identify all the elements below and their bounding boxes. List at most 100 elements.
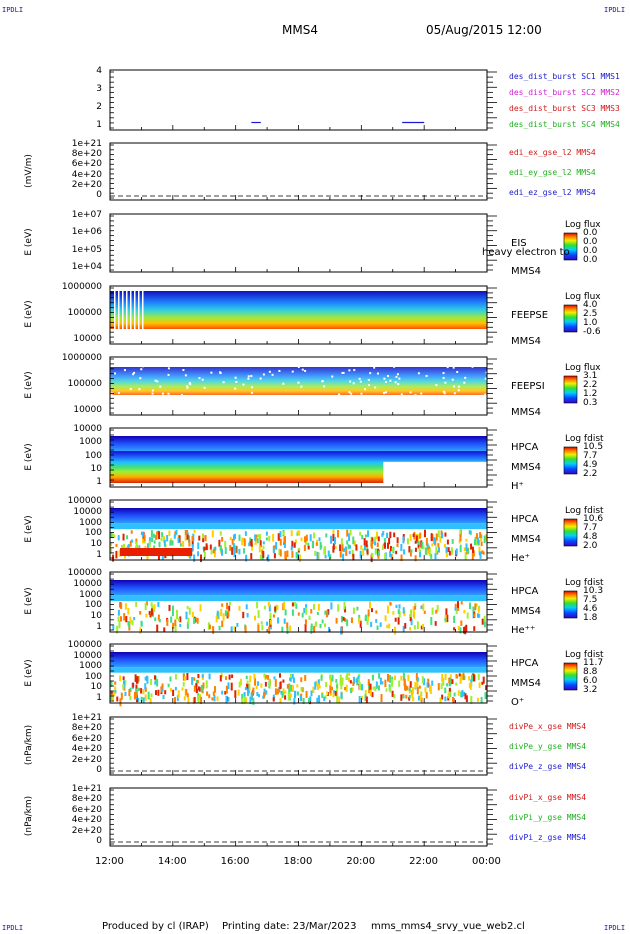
hpca_o-sparse-pixel xyxy=(461,690,464,698)
hpca_hepp-sparse-pixel xyxy=(366,619,369,625)
hpca_he-sparse-pixel xyxy=(238,534,241,541)
feepsi-noise-pixel xyxy=(358,377,361,380)
hpca_o-sparse-pixel xyxy=(372,686,375,690)
hpca_o-sparse-pixel xyxy=(349,680,352,684)
hpca_he-sparse-pixel xyxy=(284,551,287,560)
y-tick-label: 1000 xyxy=(79,589,102,600)
feepsi-noise-pixel xyxy=(471,365,474,368)
hpca_o-sparse-pixel xyxy=(202,682,205,689)
hpca_he-sparse-pixel xyxy=(244,531,247,536)
hpca_he-sparse-pixel xyxy=(258,545,261,553)
hpca_he-sparse-pixel xyxy=(323,547,326,555)
hpca_o-sparse-pixel xyxy=(429,685,432,691)
y-axis-label: E (eV) xyxy=(24,515,34,543)
hpca_he-sparse-pixel xyxy=(348,545,351,549)
hpca_he-sparse-pixel xyxy=(173,534,176,539)
hpca_o-sparse-pixel xyxy=(470,674,473,682)
hpca_hepp-sparse-pixel xyxy=(179,616,182,623)
x-tick-label: 22:00 xyxy=(409,856,438,867)
hpca_hepp-sparse-pixel xyxy=(340,627,343,635)
hpca_o-sparse-pixel xyxy=(368,688,371,694)
hpca_he-sparse-pixel xyxy=(420,540,423,548)
hpca_he-sparse-pixel xyxy=(475,540,478,546)
hpca_o-sparse-pixel xyxy=(381,681,384,685)
hpca_hepp-sparse-pixel xyxy=(176,612,179,620)
hpca_hepp-sparse-pixel xyxy=(304,623,307,632)
hpca_o-sparse-pixel xyxy=(462,672,465,680)
hpca_o-sparse-pixel xyxy=(394,675,397,681)
hpca_he-sparse-pixel xyxy=(409,550,412,557)
hpca_o-sparse-pixel xyxy=(241,697,244,705)
hpca_o-sparse-pixel xyxy=(468,682,471,689)
footer-printing-date: Printing date: 23/Mar/2023 xyxy=(222,921,357,932)
hpca_hepp-sparse-pixel xyxy=(226,602,229,610)
hpca_hepp-sparse-pixel xyxy=(305,604,308,608)
hpca_he-sparse-pixel xyxy=(179,543,182,547)
hpca_he-sparse-pixel xyxy=(248,542,251,547)
hpca_hepp-sparse-pixel xyxy=(117,616,120,622)
hpca_he-sparse-pixel xyxy=(188,535,191,543)
hpca_he-sparse-pixel xyxy=(249,537,252,543)
hpca_he-sparse-pixel xyxy=(259,540,262,548)
legend-entry: edi_ez_gse_l2 MMS4 xyxy=(509,188,596,197)
hpca_o-sparse-pixel xyxy=(429,689,432,694)
hpca_o-sparse-pixel xyxy=(255,685,258,690)
hpca_hepp-sparse-pixel xyxy=(402,607,405,614)
hpca_he-sparse-pixel xyxy=(224,540,227,548)
hpca_he-sparse-pixel xyxy=(324,554,327,559)
feepsi-noise-pixel xyxy=(348,369,351,372)
hpca_he-sparse-pixel xyxy=(482,551,485,555)
hpca_he-sparse-pixel xyxy=(478,546,481,552)
hpca_hepp-sparse-pixel xyxy=(274,606,277,612)
hpca_he-sparse-pixel xyxy=(168,530,171,536)
hpca_he-sparse-pixel xyxy=(374,536,377,542)
hpca_he-sparse-pixel xyxy=(388,537,391,545)
hpca_o-sparse-pixel xyxy=(440,683,443,689)
colorbar-tick-label: 2.2 xyxy=(583,469,598,479)
hpca_he-sparse-pixel xyxy=(418,535,421,539)
hpca_hepp-sparse-pixel xyxy=(435,609,438,614)
hpca_o-sparse-pixel xyxy=(282,679,285,683)
hpca_o-sparse-pixel xyxy=(122,676,125,681)
hpca_o-sparse-pixel xyxy=(444,673,447,680)
hpca_hepp-sparse-pixel xyxy=(455,610,458,615)
hpca_o-sparse-pixel xyxy=(358,673,361,678)
hpca_he-sparse-pixel xyxy=(148,540,151,548)
hpca_he-sparse-pixel xyxy=(290,546,293,551)
hpca_hepp-sparse-pixel xyxy=(465,624,468,632)
hpca_o-sparse-pixel xyxy=(323,696,326,702)
colorbar-title: Log flux xyxy=(565,220,601,230)
y-tick-label: 10000 xyxy=(73,650,102,661)
hpca_hepp-sparse-pixel xyxy=(150,602,153,607)
colorbar-tick-label: 7.5 xyxy=(583,595,598,605)
feepsi-noise-pixel xyxy=(342,371,345,374)
footer-produced-by: Produced by cl (IRAP) xyxy=(102,921,209,932)
y-tick-label: 6e+20 xyxy=(71,733,102,744)
hpca_hepp-sparse-pixel xyxy=(420,605,423,609)
hpca_he-sparse-pixel xyxy=(229,536,232,541)
hpca_hepp-sparse-pixel xyxy=(233,626,236,631)
hpca_o-sparse-pixel xyxy=(415,672,418,681)
hpca_he-sparse-pixel xyxy=(316,551,319,560)
hpca_he-sparse-pixel xyxy=(345,548,348,557)
hpca_hepp-sparse-pixel xyxy=(310,623,313,631)
y-tick-label: 10000 xyxy=(73,405,102,415)
hpca_he-sparse-pixel xyxy=(346,529,349,537)
hpca_he-sparse-pixel xyxy=(348,550,351,555)
hpca_he-sparse-pixel xyxy=(184,535,187,541)
hpca_o-sparse-pixel xyxy=(208,694,211,699)
instrument-label: MMS4 xyxy=(511,462,541,473)
hpca_he-mid-band xyxy=(110,523,487,530)
hpca_he-sparse-pixel xyxy=(307,542,310,548)
hpca_hepp-sparse-pixel xyxy=(392,611,395,615)
feepsi-noise-pixel xyxy=(396,373,399,376)
hpca_hepp-sparse-pixel xyxy=(118,620,121,629)
hpca_hepp-sparse-pixel xyxy=(404,622,407,629)
legend-entry: des_dist_burst SC4 MMS4 xyxy=(509,120,620,129)
feepsi-noise-pixel xyxy=(444,381,447,384)
hpca_he-sparse-pixel xyxy=(221,536,224,542)
y-tick-label: 1000 xyxy=(79,517,102,528)
feepsi-noise-pixel xyxy=(382,391,385,394)
hpca_he-sparse-pixel xyxy=(371,537,374,544)
hpca_o-sparse-pixel xyxy=(386,673,389,682)
